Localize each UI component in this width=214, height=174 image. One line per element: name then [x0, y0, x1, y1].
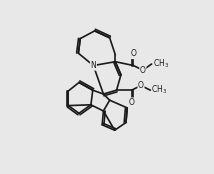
Text: O: O	[138, 81, 144, 90]
Text: N: N	[91, 61, 96, 70]
Text: O: O	[129, 98, 135, 107]
Text: O: O	[131, 49, 136, 58]
Text: O: O	[140, 66, 146, 75]
Text: CH$_3$: CH$_3$	[152, 84, 168, 96]
Text: CH$_3$: CH$_3$	[153, 58, 169, 70]
